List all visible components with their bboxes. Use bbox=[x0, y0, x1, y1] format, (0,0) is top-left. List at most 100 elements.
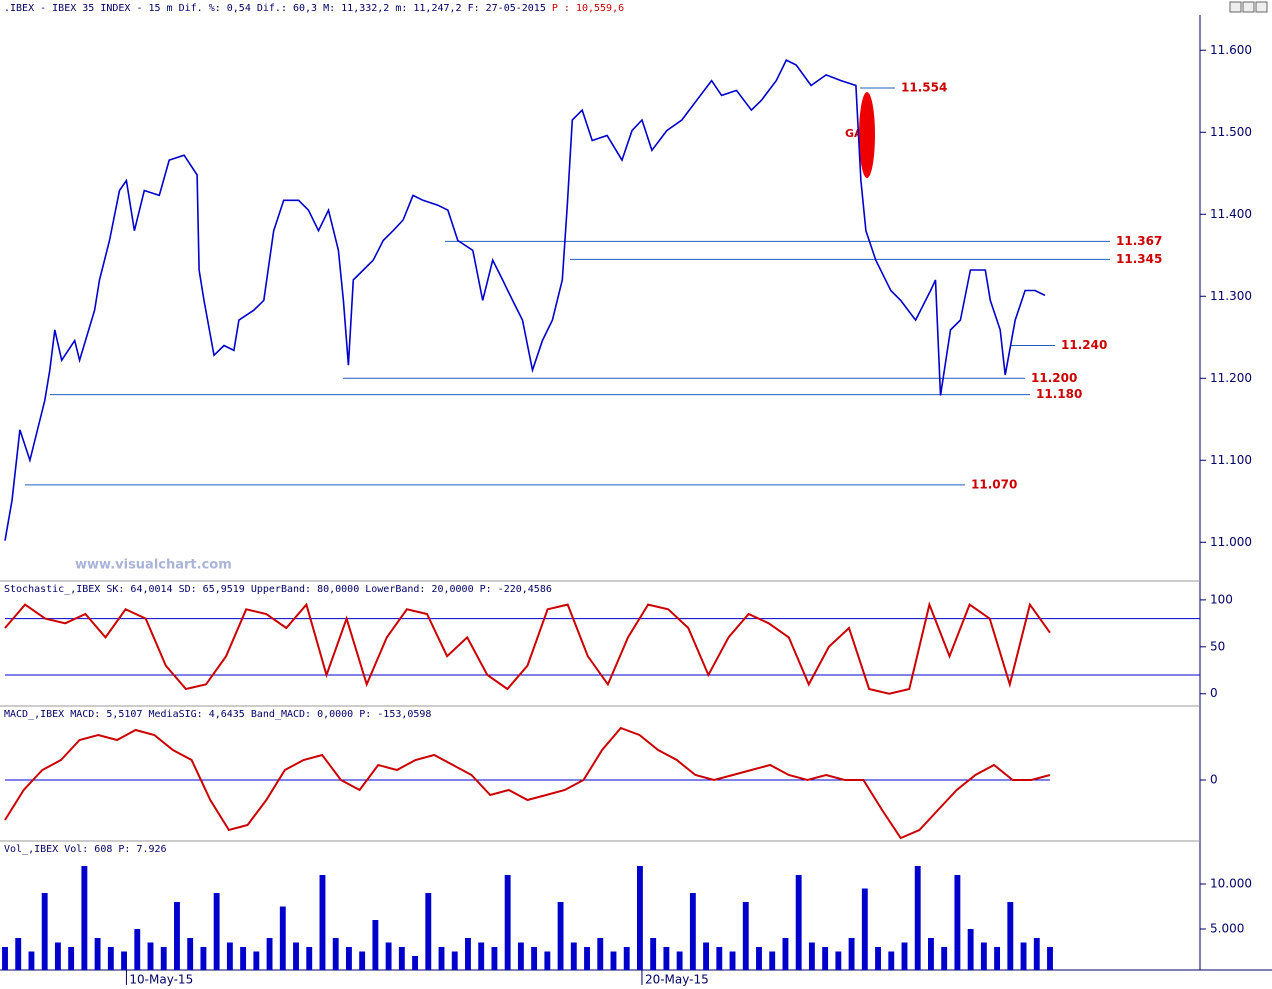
bar bbox=[795, 874, 802, 970]
bar bbox=[94, 937, 101, 970]
bar bbox=[623, 946, 630, 970]
bar bbox=[967, 928, 974, 970]
bar bbox=[703, 942, 710, 970]
gap-marker bbox=[859, 92, 875, 178]
bar bbox=[398, 946, 405, 970]
bar bbox=[345, 946, 352, 970]
series-line bbox=[4, 601, 1051, 695]
bar bbox=[319, 874, 326, 970]
bar bbox=[332, 937, 339, 970]
y-tick-label: 11.500 bbox=[1210, 125, 1252, 139]
bar bbox=[676, 951, 683, 970]
bar bbox=[28, 951, 35, 970]
bar bbox=[134, 928, 141, 970]
bar bbox=[1007, 901, 1014, 970]
bar bbox=[465, 937, 471, 970]
watermark: www.visualchart.com bbox=[75, 558, 232, 573]
y-tick-label: 11.100 bbox=[1210, 453, 1252, 467]
bar bbox=[54, 942, 61, 970]
level-label: 11.554 bbox=[901, 80, 947, 94]
bar bbox=[650, 937, 657, 970]
bar bbox=[584, 946, 590, 970]
bar bbox=[81, 865, 88, 970]
volume-header: Vol_,IBEX Vol: 608 P: 7.926 bbox=[4, 844, 167, 855]
level-label: 11.180 bbox=[1036, 387, 1082, 401]
bar bbox=[835, 951, 842, 970]
bar bbox=[2, 946, 8, 970]
y-tick-label: 11.600 bbox=[1210, 43, 1252, 57]
bar bbox=[570, 942, 577, 970]
bar bbox=[121, 951, 127, 970]
y-tick-label: 11.400 bbox=[1210, 207, 1252, 221]
level-label: 11.070 bbox=[971, 477, 1017, 491]
bar bbox=[240, 946, 247, 970]
minimize-button[interactable] bbox=[1229, 1, 1242, 13]
bar bbox=[213, 892, 220, 970]
x-tick-label: 10-May-15 bbox=[129, 973, 193, 987]
y-tick-label: 50 bbox=[1210, 639, 1225, 653]
bar bbox=[610, 951, 617, 970]
bar bbox=[914, 865, 921, 970]
y-tick-label: 5.000 bbox=[1210, 921, 1244, 935]
bar bbox=[848, 937, 855, 970]
bar bbox=[941, 946, 948, 970]
stochastic-header: Stochastic_,IBEX SK: 64,0014 SD: 65,9519… bbox=[4, 584, 552, 595]
bar bbox=[491, 946, 498, 970]
bar bbox=[372, 919, 379, 970]
y-tick-label: 11.300 bbox=[1210, 289, 1252, 303]
level-label: 11.200 bbox=[1031, 371, 1077, 385]
bar bbox=[504, 874, 511, 970]
bar bbox=[808, 942, 815, 970]
bar bbox=[1033, 937, 1040, 970]
level-label: 11.240 bbox=[1061, 338, 1107, 352]
bar bbox=[200, 946, 207, 970]
bar bbox=[359, 951, 366, 970]
price-label: P : 10,559,6 bbox=[552, 3, 624, 14]
maximize-button[interactable] bbox=[1242, 1, 1255, 13]
bar bbox=[253, 951, 260, 970]
bar bbox=[1020, 942, 1027, 970]
bar bbox=[888, 951, 895, 970]
y-tick-label: 100 bbox=[1210, 592, 1233, 606]
level-label: 11.345 bbox=[1116, 252, 1162, 266]
series-line bbox=[4, 726, 1051, 840]
bar bbox=[1047, 946, 1053, 970]
bar bbox=[160, 946, 167, 970]
close-button[interactable] bbox=[1255, 1, 1268, 13]
bar bbox=[980, 942, 987, 970]
bar bbox=[438, 946, 445, 970]
bar bbox=[544, 951, 551, 970]
bar bbox=[729, 951, 736, 970]
bar bbox=[663, 946, 670, 970]
bar bbox=[107, 946, 114, 970]
bar bbox=[901, 942, 908, 970]
bar bbox=[636, 865, 643, 970]
bar bbox=[41, 892, 48, 970]
x-tick-label: 20-May-15 bbox=[645, 973, 709, 987]
bar bbox=[425, 892, 432, 970]
bar bbox=[557, 901, 564, 970]
bar bbox=[769, 951, 776, 970]
bar bbox=[412, 955, 419, 970]
y-tick-label: 0 bbox=[1210, 686, 1218, 700]
bar bbox=[928, 937, 934, 970]
macd-header: MACD_,IBEX MACD: 5,5107 MediaSIG: 4,6435… bbox=[4, 709, 431, 720]
bar bbox=[15, 937, 22, 970]
y-tick-label: 11.000 bbox=[1210, 535, 1252, 549]
bar bbox=[954, 874, 961, 970]
y-tick-label: 10.000 bbox=[1210, 876, 1252, 890]
bar bbox=[782, 937, 789, 970]
bar bbox=[861, 888, 868, 970]
bar bbox=[68, 946, 75, 970]
bar bbox=[822, 946, 829, 970]
window-buttons[interactable] bbox=[1229, 1, 1268, 13]
bar bbox=[994, 946, 1001, 970]
bar bbox=[187, 937, 194, 970]
bar bbox=[742, 901, 749, 970]
bar bbox=[226, 942, 233, 970]
bar bbox=[597, 937, 604, 970]
bar bbox=[147, 942, 154, 970]
bar bbox=[875, 946, 881, 970]
